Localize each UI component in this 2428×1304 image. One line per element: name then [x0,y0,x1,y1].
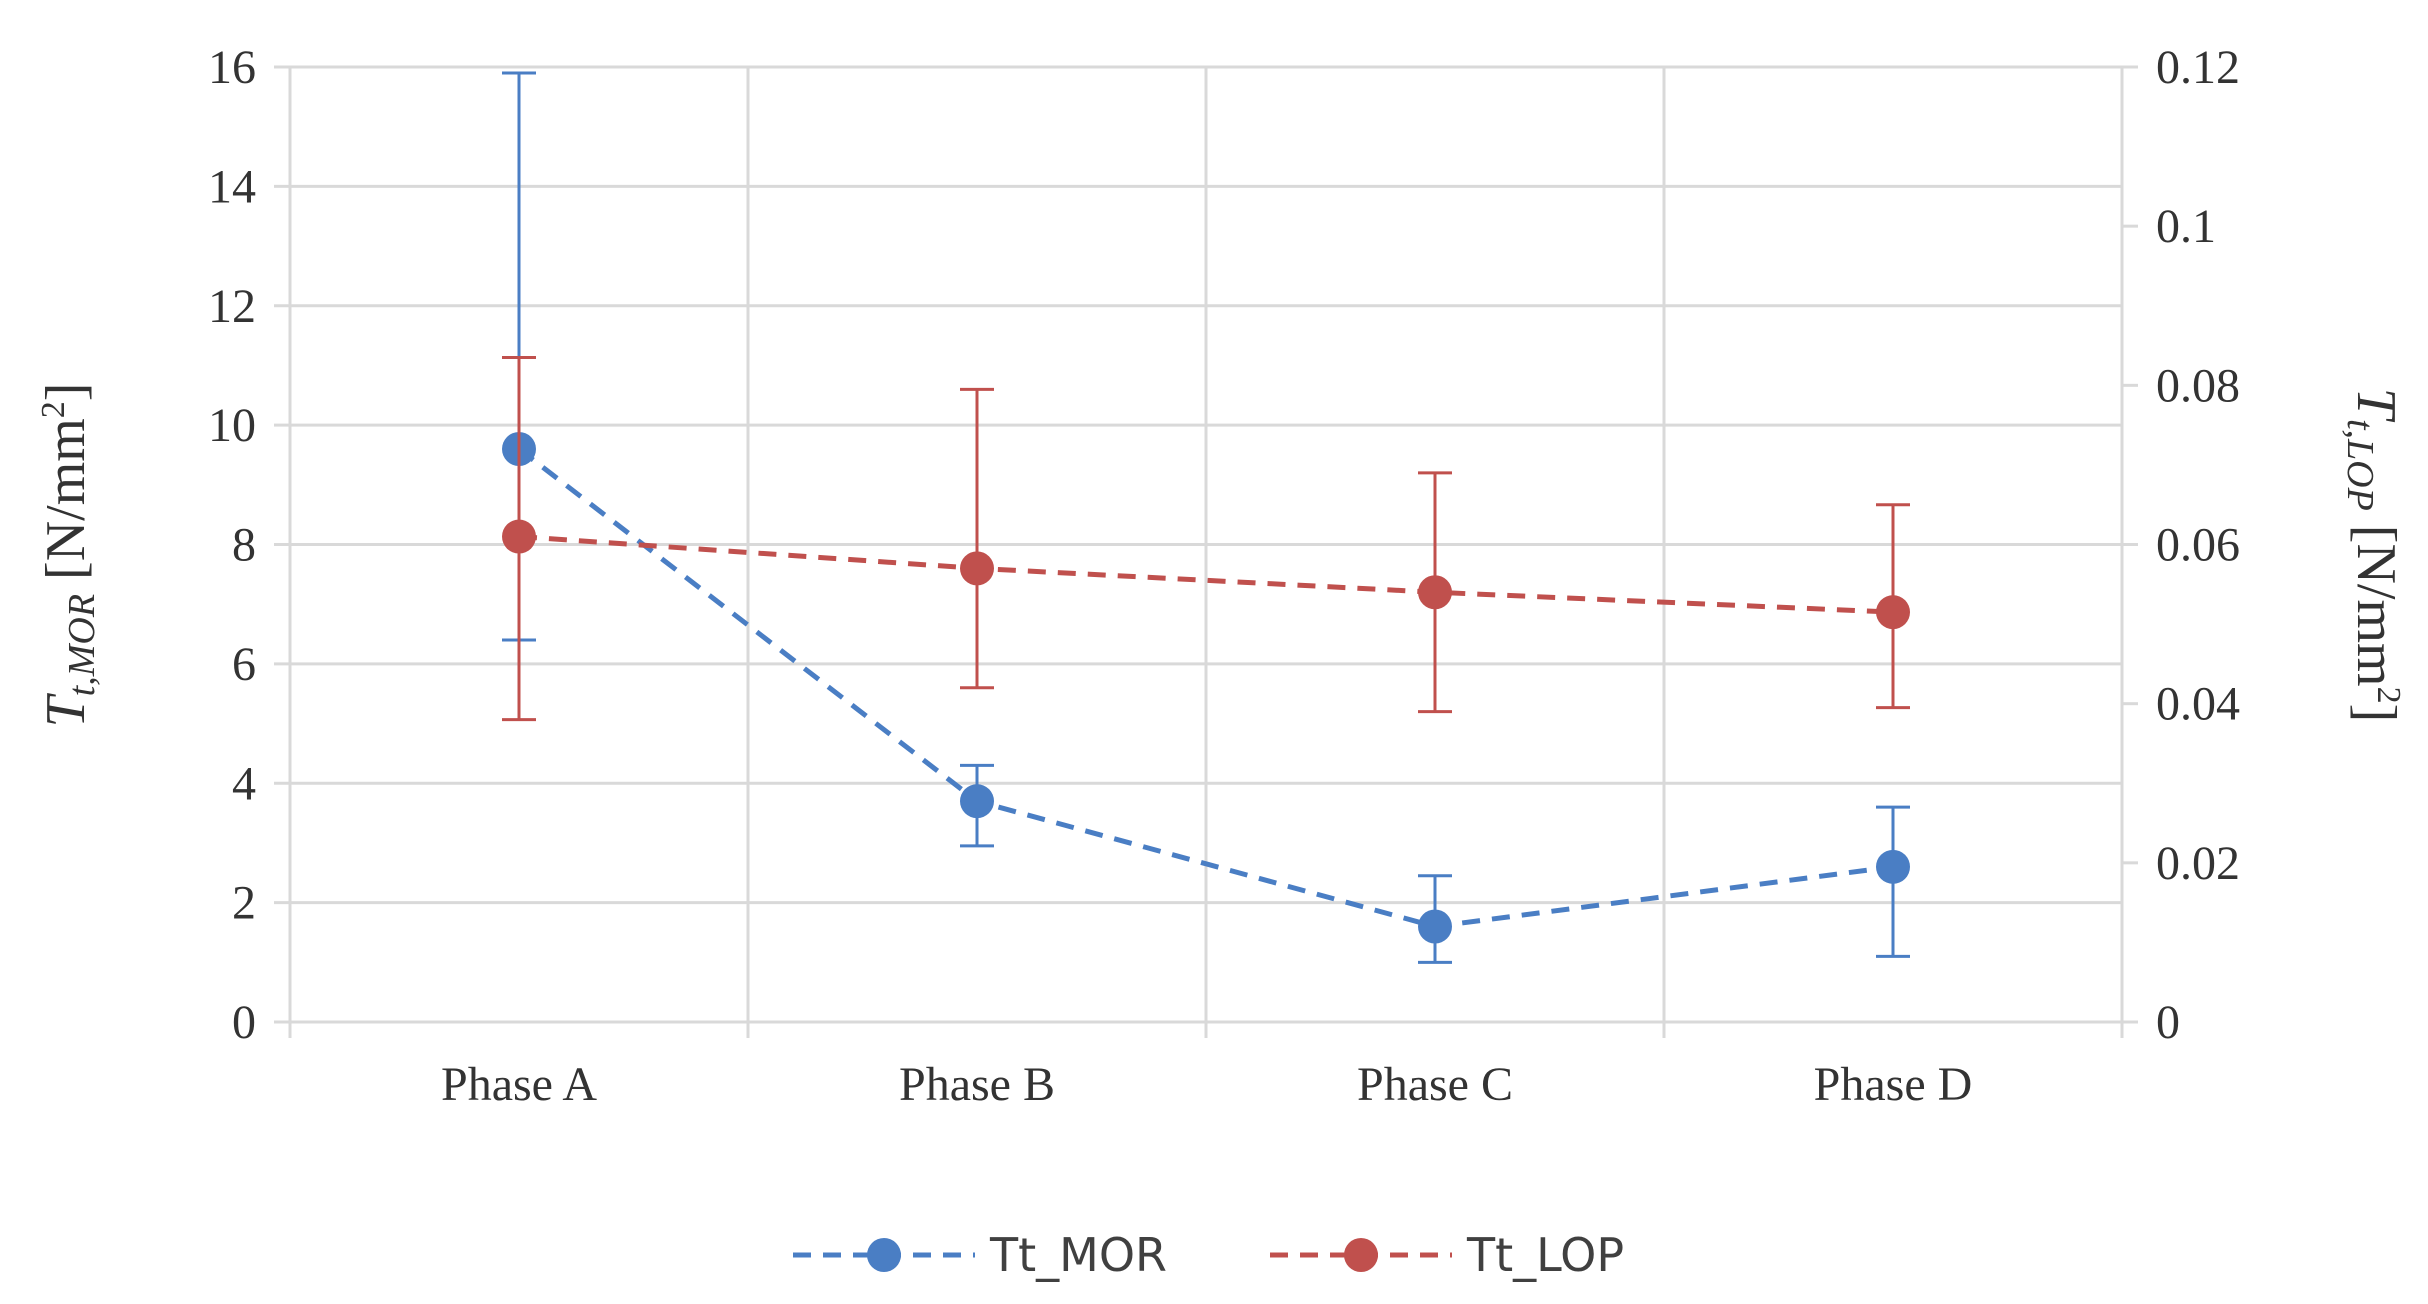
axes [274,65,2138,1038]
y-left-tick-label: 16 [208,41,256,94]
y-left-tick-label: 6 [232,638,256,691]
y-right-tick-label: 0.1 [2156,200,2216,253]
data-point [502,519,536,554]
x-category-label: Phase A [441,1058,597,1111]
y-left-tick-label: 12 [208,280,256,333]
legend-marker-tt-mor [867,1238,901,1272]
x-category-label: Phase D [1814,1058,1973,1111]
gridlines [290,65,2124,1038]
y-right-axis-title: Tt,LOP [N/mm2] [2339,388,2407,722]
y-right-title-close: ] [2345,704,2407,723]
y-left-ticks: 0 2 4 6 8 10 12 14 16 [208,41,256,1049]
data-point [1876,849,1910,884]
data-point [960,551,994,586]
x-category-label: Phase B [899,1058,1055,1111]
y-right-title-sub: t,LOP [2339,419,2381,511]
y-right-tick-label: 0 [2156,996,2180,1049]
y-left-title-sub: t,MOR [61,594,103,696]
y-left-tick-label: 0 [232,996,256,1049]
y-left-title-main: T [35,692,97,727]
legend-label-tt-lop: Tt_LOP [1466,1228,1624,1282]
y-right-tick-label: 0.08 [2156,359,2240,412]
y-left-tick-label: 8 [232,519,256,572]
legend-item-tt-mor: Tt_MOR [793,1228,1167,1282]
series-tt-lop [502,355,1910,722]
y-left-tick-label: 4 [232,757,256,810]
y-left-tick-label: 10 [208,399,256,452]
data-point [1418,575,1452,610]
series-tt-mor [502,71,1910,964]
y-right-ticks: 0 0.02 0.04 0.06 0.08 0.1 0.12 [2156,41,2240,1049]
y-left-axis-title: Tt,MOR [N/mm2] [35,383,103,728]
y-left-tick-label: 14 [208,160,256,213]
x-axis-ticks: Phase A Phase B Phase C Phase D [441,1058,1972,1111]
y-left-tick-label: 2 [232,877,256,930]
series-line [518,534,1894,615]
y-right-title-unit: [N/mm [2345,525,2407,687]
series-line [517,447,1894,930]
legend-item-tt-lop: Tt_LOP [1270,1228,1624,1282]
y-right-tick-label: 0.04 [2156,678,2240,731]
y-right-tick-label: 0.06 [2156,519,2240,572]
y-right-title-sup: 2 [2370,687,2407,704]
series-layer [502,71,1910,964]
legend-marker-tt-lop [1344,1238,1378,1272]
y-left-title-unit: [N/mm [35,418,97,580]
x-category-label: Phase C [1357,1058,1513,1111]
y-right-tick-label: 0.02 [2156,837,2240,890]
legend-label-tt-mor: Tt_MOR [989,1228,1167,1282]
data-point [1876,595,1910,630]
y-right-title-main: T [2345,388,2407,423]
y-left-title-close: ] [35,383,97,402]
y-left-title-sup: 2 [35,401,72,418]
legend: Tt_MOR Tt_LOP [793,1228,1624,1282]
data-point [1418,909,1452,944]
data-point [960,784,994,819]
y-right-tick-label: 0.12 [2156,41,2240,94]
